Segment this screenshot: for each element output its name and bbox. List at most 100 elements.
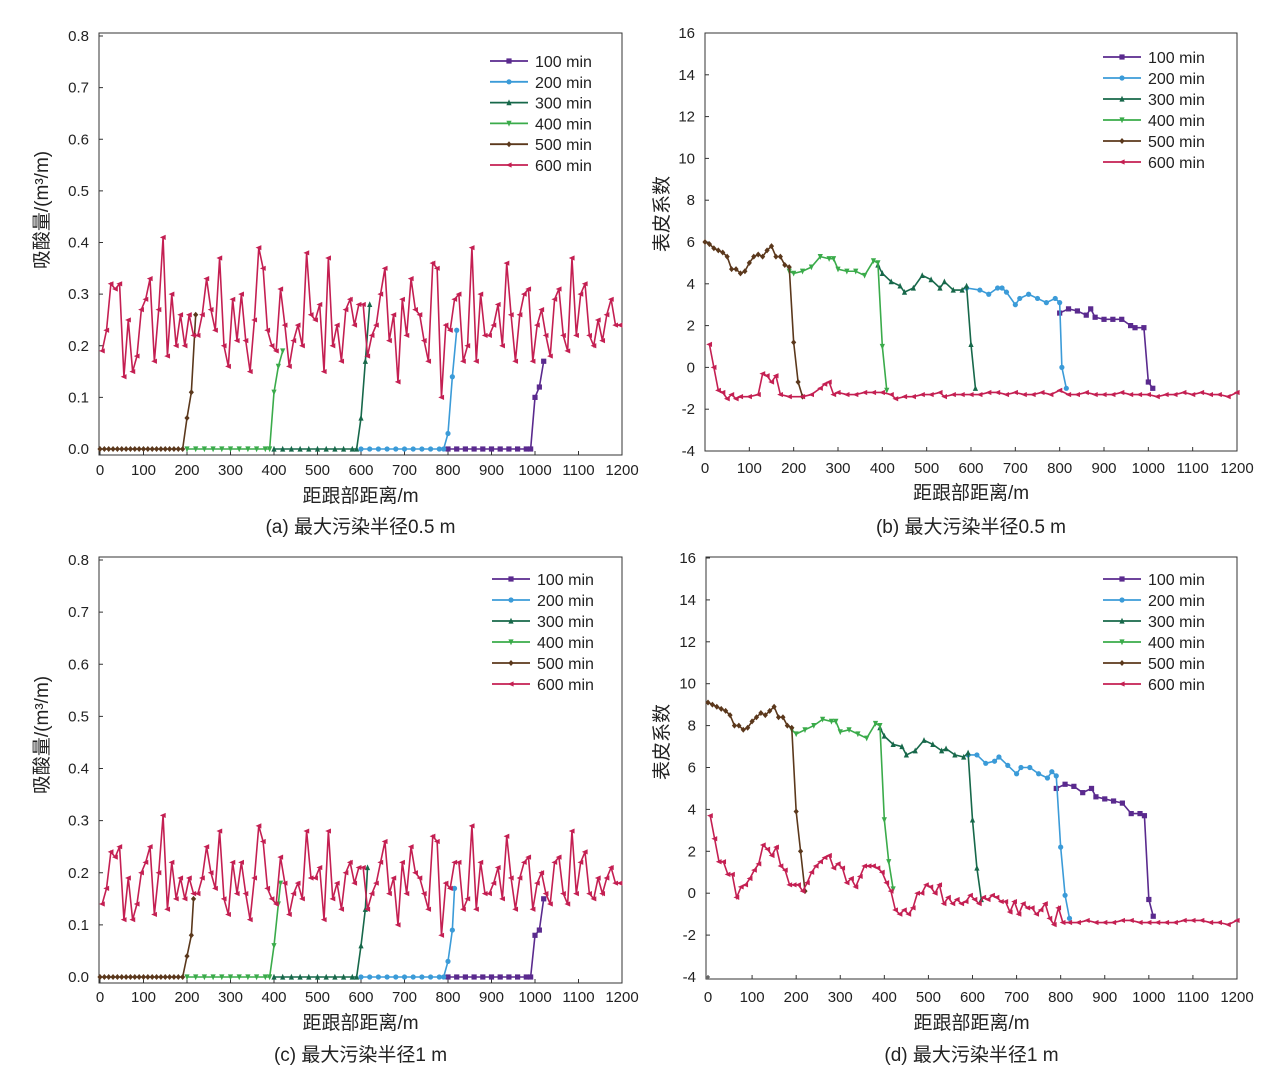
series-600-min: [707, 813, 1240, 928]
data-point: [394, 379, 401, 385]
data-point: [101, 446, 107, 452]
data-point: [555, 854, 562, 860]
chart-panel-a: 0.0 0.1 0.2 0.3 0.4 0.5 0.6 0.7 0.8 0 100 200 300 400…: [31, 28, 639, 538]
data-point: [110, 974, 116, 980]
data-point: [401, 974, 408, 980]
y-tick-label: 10: [679, 676, 696, 693]
series-400-min: [786, 254, 890, 394]
data-point: [153, 446, 160, 452]
data-point: [355, 864, 362, 871]
x-tick-label: 800: [1048, 989, 1073, 1006]
series-line: [100, 314, 197, 450]
data-point: [349, 973, 355, 980]
data-point: [180, 974, 186, 980]
series-400-min: [184, 880, 284, 981]
data-point: [220, 896, 227, 902]
data-point: [355, 301, 362, 308]
data-point: [797, 848, 804, 855]
data-point: [764, 247, 770, 254]
data-point: [281, 880, 288, 886]
y-tick-label: 10: [678, 150, 695, 167]
data-point: [190, 895, 197, 902]
data-point: [758, 710, 764, 717]
x-axis-label: 距跟部距离/m: [302, 1012, 418, 1034]
legend-item: 300 min: [1103, 614, 1205, 631]
data-point: [477, 291, 484, 297]
data-point: [193, 974, 199, 981]
legend-label: 400 min: [1148, 113, 1205, 130]
data-point: [428, 974, 434, 980]
data-point: [919, 272, 925, 279]
data-point: [158, 446, 164, 452]
data-point: [767, 707, 773, 714]
data-point: [307, 875, 314, 881]
data-point: [853, 268, 859, 275]
series-500-min: [97, 311, 199, 452]
y-tick-label: -2: [682, 401, 695, 418]
data-point: [791, 270, 797, 277]
y-tick-label: 0.2: [68, 865, 89, 882]
data-point: [368, 891, 375, 897]
data-point: [420, 337, 427, 344]
data-point: [905, 911, 912, 917]
series-line: [100, 898, 195, 978]
data-point: [969, 816, 976, 823]
series-line: [788, 255, 888, 391]
data-point: [967, 892, 973, 898]
data-point: [719, 389, 726, 396]
data-point: [146, 276, 153, 282]
data-point: [755, 251, 761, 258]
legend-item: 500 min: [490, 137, 592, 154]
data-point: [98, 348, 105, 354]
x-tick-label: 300: [825, 460, 850, 477]
data-point: [568, 828, 575, 834]
data-point: [171, 974, 177, 980]
x-tick-label: 700: [1003, 460, 1028, 477]
data-point: [490, 322, 497, 328]
data-point: [532, 932, 538, 938]
data-point: [390, 875, 397, 881]
data-point: [879, 389, 885, 396]
data-point: [373, 880, 379, 886]
data-point: [1088, 785, 1095, 792]
data-point: [1066, 919, 1073, 926]
data-point: [1141, 325, 1147, 331]
data-point: [323, 445, 329, 452]
x-tick-label: 100: [131, 462, 156, 479]
data-point: [808, 264, 814, 271]
data-point: [590, 896, 597, 902]
data-point: [416, 875, 423, 881]
data-point: [533, 880, 540, 886]
legend-marker-icon: [506, 79, 512, 85]
data-point: [821, 854, 828, 861]
data-point: [1075, 919, 1081, 926]
data-point: [503, 833, 510, 839]
data-point: [346, 859, 353, 865]
data-point: [477, 859, 484, 865]
data-point: [1171, 391, 1178, 398]
data-point: [764, 846, 771, 852]
data-point: [599, 337, 606, 344]
data-point: [760, 253, 766, 260]
data-point: [125, 317, 131, 323]
data-point: [255, 245, 262, 251]
data-point: [136, 974, 142, 980]
data-point: [138, 307, 144, 313]
data-point: [142, 859, 149, 865]
data-point: [883, 880, 890, 886]
data-point: [188, 389, 194, 396]
data-point: [1083, 312, 1089, 318]
y-tick-label: 0.1: [68, 389, 89, 406]
legend-label: 300 min: [1148, 614, 1205, 631]
data-point: [399, 859, 405, 865]
data-point: [429, 260, 436, 266]
data-point: [710, 364, 717, 370]
data-point: [399, 296, 405, 302]
data-point: [1198, 389, 1205, 396]
series-line: [791, 718, 894, 890]
data-point: [367, 974, 373, 980]
x-tick-label: 100: [131, 989, 156, 1006]
data-point: [297, 445, 303, 452]
data-point: [1037, 907, 1044, 913]
legend-marker-icon: [1119, 54, 1125, 60]
